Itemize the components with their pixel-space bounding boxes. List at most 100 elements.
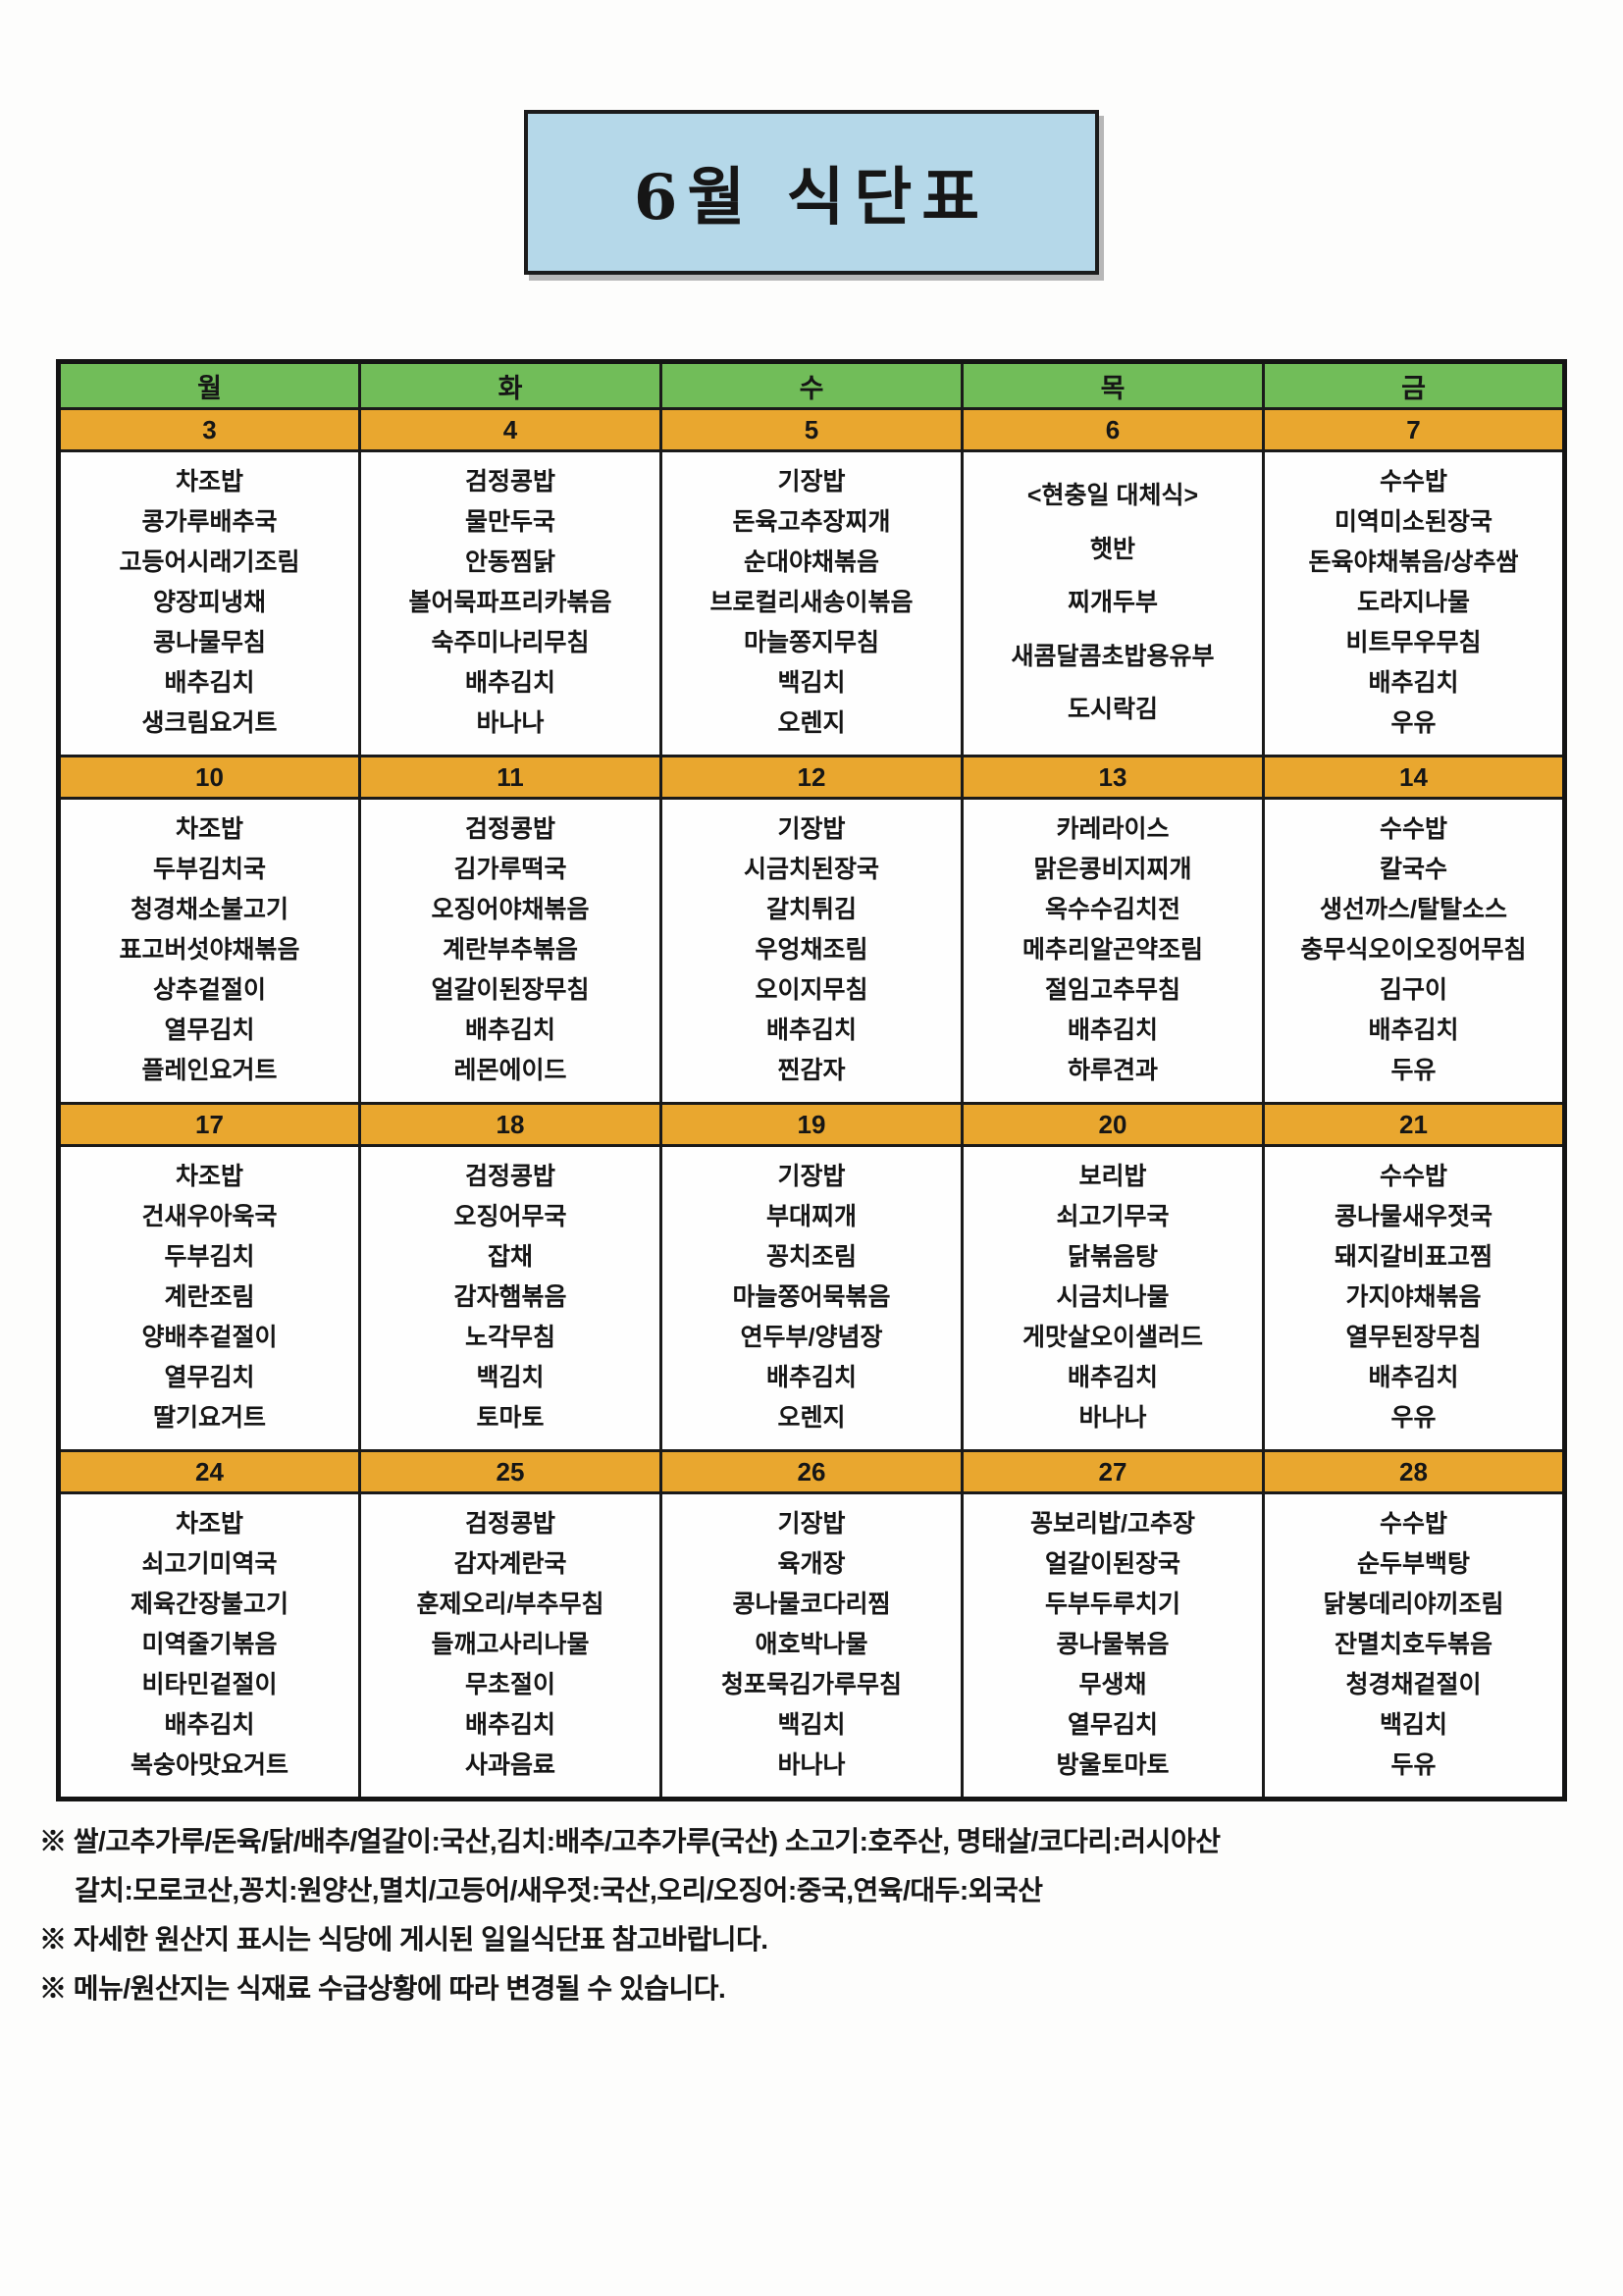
menu-item: 생크림요거트 bbox=[141, 709, 278, 738]
menu-item: 꽁치조림 bbox=[765, 1243, 857, 1272]
menu-item: 우유 bbox=[1390, 1404, 1437, 1433]
menu-item: 청경채소불고기 bbox=[130, 896, 288, 924]
menu-cell: 수수밥 콩나물새우젓국 돼지갈비표고찜 가지야채볶음 열무된장무침 배추김치 우유 bbox=[1262, 1144, 1566, 1452]
menu-item: 콩나물새우젓국 bbox=[1334, 1203, 1492, 1231]
menu-item: 차조밥 bbox=[175, 468, 243, 496]
menu-item: 우엉채조림 bbox=[755, 936, 868, 965]
menu-item: 청경채겉절이 bbox=[1345, 1671, 1482, 1699]
menu-item: 돼지갈비표고찜 bbox=[1334, 1243, 1492, 1272]
menu-item: 콩나물볶음 bbox=[1056, 1631, 1170, 1659]
menu-item: 차조밥 bbox=[175, 1163, 243, 1191]
menu-item: 오이지무침 bbox=[755, 976, 868, 1005]
menu-row: 차조밥 두부김치국 청경채소불고기 표고버섯야채볶음 상추겉절이 열무김치 플레인요거트 검정… bbox=[57, 797, 1566, 1105]
menu-item: 카레라이스 bbox=[1056, 815, 1170, 844]
menu-item: 잔멸치호두볶음 bbox=[1334, 1631, 1492, 1659]
menu-item: 콩가루배추국 bbox=[141, 508, 278, 537]
date-row: 17 18 19 20 21 bbox=[57, 1102, 1566, 1147]
menu-lines: 검정콩밥 김가루떡국 오징어야채볶음 계란부추볶음 얼갈이된장무침 배추김치 레몬에이드 bbox=[361, 804, 659, 1098]
menu-lines: 차조밥 콩가루배추국 고등어시래기조림 양장피냉채 콩나물무침 배추김치 생크림요거트 bbox=[61, 456, 358, 751]
menu-item: 부대찌개 bbox=[765, 1203, 857, 1231]
date-row: 10 11 12 13 14 bbox=[57, 755, 1566, 800]
menu-item: 찐감자 bbox=[777, 1057, 846, 1085]
menu-item: 쇠고기미역국 bbox=[141, 1550, 278, 1579]
menu-lines: 수수밥 순두부백탕 닭봉데리야끼조림 잔멸치호두볶음 청경채겉절이 백김치 두유 bbox=[1265, 1498, 1562, 1793]
date-cell: 12 bbox=[659, 755, 964, 800]
menu-item: 보리밥 bbox=[1078, 1163, 1147, 1191]
menu-item: 옥수수김치전 bbox=[1044, 896, 1180, 924]
menu-item: 차조밥 bbox=[175, 815, 243, 844]
footnotes-section: ※ 쌀/고추가루/돈육/닭/배추/얼갈이:국산,김치:배추/고추가루(국산) 소… bbox=[39, 1817, 1580, 2013]
date-cell: 4 bbox=[358, 407, 662, 452]
menu-item: 기장밥 bbox=[777, 1510, 846, 1539]
footnote-origin-line1: ※ 쌀/고추가루/돈육/닭/배추/얼갈이:국산,김치:배추/고추가루(국산) 소… bbox=[39, 1826, 1221, 1856]
menu-lines: 수수밥 콩나물새우젓국 돼지갈비표고찜 가지야채볶음 열무된장무침 배추김치 우유 bbox=[1265, 1151, 1562, 1445]
menu-lines: 수수밥 미역미소된장국 돈육야채볶음/상추쌈 도라지나물 비트무우무침 배추김치 우유 bbox=[1265, 456, 1562, 751]
menu-item: 수수밥 bbox=[1379, 815, 1447, 844]
menu-item: 돈육야채볶음/상추쌈 bbox=[1308, 548, 1519, 577]
date-cell: 17 bbox=[57, 1102, 361, 1147]
menu-item: 오징어무국 bbox=[453, 1203, 567, 1231]
menu-item: 칼국수 bbox=[1379, 856, 1447, 884]
menu-cell: 카레라이스 맑은콩비지찌개 옥수수김치전 메추리알곤약조림 절임고추무침 배추김치 하루견과 bbox=[961, 797, 1265, 1105]
menu-item: 검정콩밥 bbox=[464, 815, 555, 844]
day-header-cell: 월 bbox=[57, 360, 361, 410]
menu-item: 하루견과 bbox=[1067, 1057, 1158, 1085]
menu-item: 바나나 bbox=[777, 1751, 846, 1780]
menu-item: 볼어묵파프리카볶음 bbox=[408, 589, 612, 617]
menu-item: 고등어시래기조림 bbox=[119, 548, 300, 577]
menu-item: 검정콩밥 bbox=[464, 1163, 555, 1191]
menu-item: 쇠고기무국 bbox=[1056, 1203, 1170, 1231]
menu-item: 콩나물코다리찜 bbox=[732, 1591, 891, 1619]
menu-row: 차조밥 콩가루배추국 고등어시래기조림 양장피냉채 콩나물무침 배추김치 생크림요거트 검정콩… bbox=[57, 449, 1566, 757]
menu-cell: <현충일 대체식> 햇반 찌개두부 새콤달콤초밥용유부 도시락김 bbox=[961, 449, 1265, 757]
menu-lines: 꽁보리밥/고추장 얼갈이된장국 두부두루치기 콩나물볶음 무생채 열무김치 방울토마토 bbox=[964, 1498, 1262, 1793]
menu-item: 배추김치 bbox=[164, 1711, 255, 1740]
menu-cell: 수수밥 순두부백탕 닭봉데리야끼조림 잔멸치호두볶음 청경채겉절이 백김치 두유 bbox=[1262, 1491, 1566, 1800]
menu-item: 열무김치 bbox=[164, 1364, 255, 1392]
menu-lines: 검정콩밥 오징어무국 잡채 감자햄볶음 노각무침 백김치 토마토 bbox=[361, 1151, 659, 1445]
menu-item: 두부두루치기 bbox=[1044, 1591, 1180, 1619]
menu-item: 배추김치 bbox=[765, 1017, 857, 1045]
menu-item: 맑은콩비지찌개 bbox=[1033, 856, 1192, 884]
menu-item: 감자햄볶음 bbox=[453, 1283, 567, 1312]
menu-item: 충무식오이오징어무침 bbox=[1300, 936, 1527, 965]
day-header-cell: 목 bbox=[961, 360, 1265, 410]
menu-item: 콩나물무침 bbox=[152, 629, 266, 657]
day-header-cell: 화 bbox=[358, 360, 662, 410]
menu-item: 플레인요거트 bbox=[141, 1057, 278, 1085]
date-cell: 26 bbox=[659, 1449, 964, 1494]
menu-item: 양배추겉절이 bbox=[141, 1324, 278, 1352]
title-section: 6월 식단표 bbox=[0, 0, 1623, 275]
day-header-cell: 금 bbox=[1262, 360, 1566, 410]
menu-item: 김가루떡국 bbox=[453, 856, 567, 884]
menu-item: 차조밥 bbox=[175, 1510, 243, 1539]
menu-item: 안동찜닭 bbox=[464, 548, 555, 577]
menu-item: 배추김치 bbox=[1368, 1364, 1459, 1392]
date-cell: 5 bbox=[659, 407, 964, 452]
date-cell: 28 bbox=[1262, 1449, 1566, 1494]
menu-item: 수수밥 bbox=[1379, 1163, 1447, 1191]
menu-item: 두부김치 bbox=[164, 1243, 255, 1272]
menu-item: 백김치 bbox=[476, 1364, 545, 1392]
menu-item: 건새우아욱국 bbox=[141, 1203, 278, 1231]
menu-item: 배추김치 bbox=[1368, 1017, 1459, 1045]
menu-item: 검정콩밥 bbox=[464, 1510, 555, 1539]
menu-item: 레몬에이드 bbox=[453, 1057, 567, 1085]
menu-cell: 기장밥 돈육고추장찌개 순대야채볶음 브로컬리새송이볶음 마늘쫑지무침 백김치 오렌지 bbox=[659, 449, 964, 757]
menu-item: 우유 bbox=[1390, 709, 1437, 738]
menu-row: 차조밥 건새우아욱국 두부김치 계란조림 양배추겉절이 열무김치 딸기요거트 검정콩밥 오징어무… bbox=[57, 1144, 1566, 1452]
menu-item: 기장밥 bbox=[777, 468, 846, 496]
menu-item: 무초절이 bbox=[464, 1671, 555, 1699]
date-cell: 21 bbox=[1262, 1102, 1566, 1147]
menu-cell: 검정콩밥 김가루떡국 오징어야채볶음 계란부추볶음 얼갈이된장무침 배추김치 레몬에이드 bbox=[358, 797, 662, 1105]
menu-item: 들깨고사리나물 bbox=[431, 1631, 590, 1659]
menu-item: 오렌지 bbox=[777, 709, 846, 738]
date-cell: 13 bbox=[961, 755, 1265, 800]
menu-cell: 검정콩밥 감자계란국 훈제오리/부추무침 들깨고사리나물 무초절이 배추김치 사과음료 bbox=[358, 1491, 662, 1800]
menu-item: 얼갈이된장무침 bbox=[431, 976, 590, 1005]
menu-lines: 차조밥 두부김치국 청경채소불고기 표고버섯야채볶음 상추겉절이 열무김치 플레인요거트 bbox=[61, 804, 358, 1098]
menu-item: 상추겉절이 bbox=[152, 976, 266, 1005]
date-cell: 25 bbox=[358, 1449, 662, 1494]
menu-lines: 차조밥 건새우아욱국 두부김치 계란조림 양배추겉절이 열무김치 딸기요거트 bbox=[61, 1151, 358, 1445]
